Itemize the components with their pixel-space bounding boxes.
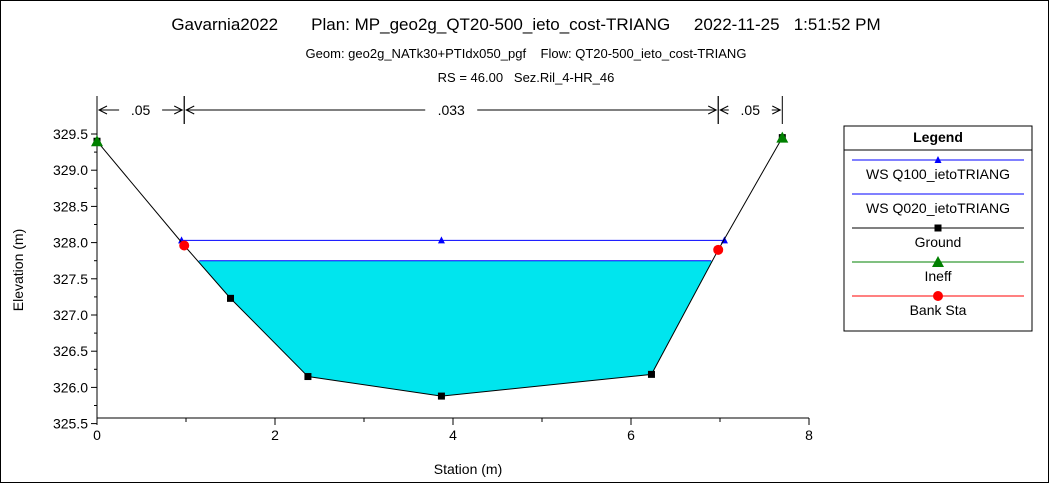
y-tick-label: 329.0 (53, 162, 88, 178)
manning-arrow (707, 105, 718, 115)
legend-entry: WS Q100_ietoTRIANG (866, 166, 1010, 182)
data-point-ineff (91, 135, 103, 147)
manning-arrow (97, 105, 108, 115)
water-fill (197, 260, 713, 397)
manning-n-label: .05 (131, 102, 151, 118)
x-tick-label: 6 (627, 427, 635, 443)
chart-header-line2: Geom: geo2g_NATk30+PTIdx050_pgf Flow: QT… (306, 46, 747, 61)
manning-arrow (185, 105, 195, 115)
legend-entry: Ground (915, 234, 962, 250)
x-tick-label: 8 (805, 427, 813, 443)
data-point-ground (304, 373, 312, 381)
manning-arrow (719, 105, 729, 115)
data-point-bank-sta (179, 240, 190, 251)
legend-entry: Ineff (925, 268, 952, 284)
legend-marker (934, 224, 942, 232)
manning-n-label: .033 (438, 102, 465, 118)
data-point-ws-q100-ietotriang (437, 236, 445, 244)
legend-marker (933, 291, 943, 301)
data-point-ineff (776, 131, 789, 143)
y-axis-label: Elevation (m) (10, 229, 26, 311)
chart-header-line1: Gavarnia2022 Plan: MP_geo2g_QT20-500_iet… (171, 15, 880, 34)
legend-title: Legend (913, 129, 963, 145)
legend-marker (934, 156, 942, 163)
manning-n-label: .05 (741, 102, 761, 118)
y-tick-label: 328.0 (53, 235, 88, 251)
chart-header-line3: RS = 46.00 Sez.Ril_4-HR_46 (438, 70, 615, 85)
data-point-bank-sta (713, 244, 724, 255)
data-point-ground (437, 392, 445, 400)
legend-entry: Bank Sta (910, 302, 967, 318)
y-tick-label: 326.0 (53, 379, 88, 395)
series-line-ground (96, 137, 783, 397)
x-tick-label: 2 (271, 427, 279, 443)
x-axis-label: Station (m) (434, 461, 502, 477)
data-point-ground (647, 370, 655, 378)
y-tick-label: 327.5 (53, 271, 88, 287)
y-tick-label: 326.5 (53, 343, 88, 359)
legend-marker (932, 256, 944, 267)
x-tick-label: 4 (449, 427, 457, 443)
plot-area: 325.5 326.0 326.5 327.0 327.5 328.0 328.5 329.0… (53, 96, 813, 443)
y-tick-label: 328.5 (53, 198, 88, 214)
y-tick-label: 325.5 (53, 416, 88, 432)
data-point-ground (227, 294, 234, 302)
manning-arrow (772, 105, 782, 115)
legend: Legend WS Q100_ietoTRIANG WS Q020_ietoTRIA… (843, 125, 1033, 332)
y-tick-label: 327.0 (53, 307, 88, 323)
manning-arrow (173, 105, 184, 115)
legend-entry: WS Q020_ietoTRIANG (866, 200, 1010, 216)
x-tick-label: 0 (93, 427, 101, 443)
y-tick-label: 329.5 (53, 126, 88, 142)
